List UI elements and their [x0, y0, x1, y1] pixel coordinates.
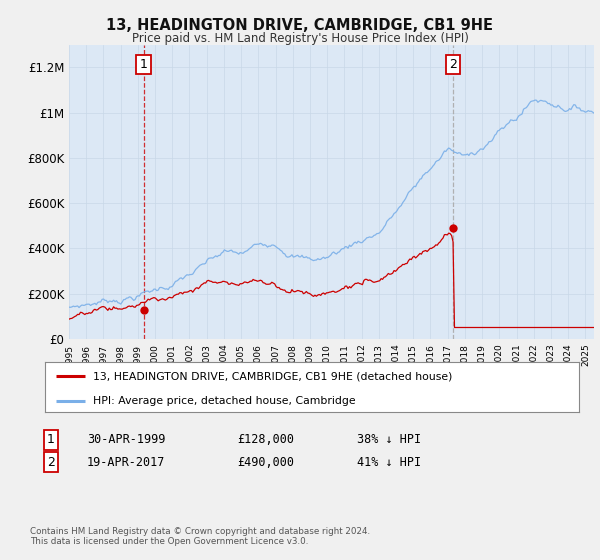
Text: £128,000: £128,000 [237, 433, 294, 446]
Text: 2: 2 [47, 455, 55, 469]
Text: 41% ↓ HPI: 41% ↓ HPI [357, 455, 421, 469]
Text: £490,000: £490,000 [237, 455, 294, 469]
Text: Contains HM Land Registry data © Crown copyright and database right 2024.
This d: Contains HM Land Registry data © Crown c… [30, 526, 370, 546]
Text: 19-APR-2017: 19-APR-2017 [87, 455, 166, 469]
Text: Price paid vs. HM Land Registry's House Price Index (HPI): Price paid vs. HM Land Registry's House … [131, 32, 469, 45]
Text: 13, HEADINGTON DRIVE, CAMBRIDGE, CB1 9HE: 13, HEADINGTON DRIVE, CAMBRIDGE, CB1 9HE [107, 18, 493, 33]
Text: 1: 1 [140, 58, 148, 71]
Text: 30-APR-1999: 30-APR-1999 [87, 433, 166, 446]
Text: 2: 2 [449, 58, 457, 71]
Text: 38% ↓ HPI: 38% ↓ HPI [357, 433, 421, 446]
Text: 13, HEADINGTON DRIVE, CAMBRIDGE, CB1 9HE (detached house): 13, HEADINGTON DRIVE, CAMBRIDGE, CB1 9HE… [93, 371, 452, 381]
Text: 1: 1 [47, 433, 55, 446]
Text: HPI: Average price, detached house, Cambridge: HPI: Average price, detached house, Camb… [93, 396, 356, 406]
